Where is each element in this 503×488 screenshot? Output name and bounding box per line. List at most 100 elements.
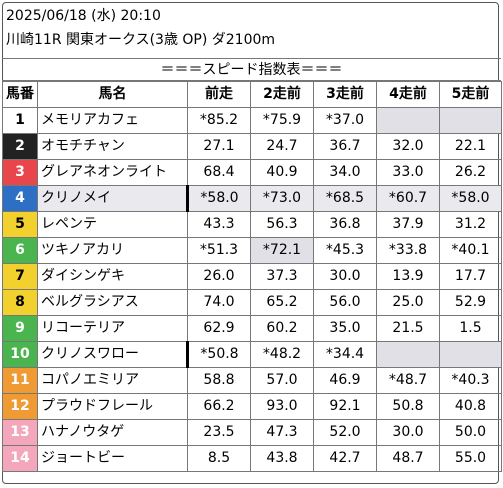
horse-name: リコーテリア [37,315,188,342]
table-row: 1 メモリアカフェ *85.2 *75.9 *37.0 [2,107,502,134]
speed-index-value: *48.7 [376,367,440,394]
speed-index-value: *48.2 [250,341,314,368]
horse-number: 3 [2,159,38,186]
speed-index-value: 93.0 [250,393,314,420]
speed-index-value: 50.8 [376,393,440,420]
col-header-3-ago: 3走前 [313,81,377,108]
header-row: 馬番 馬名 前走 2走前 3走前 4走前 5走前 [2,81,502,108]
speed-index-value: *60.7 [376,185,440,212]
horse-name: ベルグラシアス [37,289,188,316]
horse-number: 2 [2,133,38,160]
col-header-number: 馬番 [2,81,38,108]
horse-number: 8 [2,289,38,316]
speed-index-value: 26.2 [439,159,502,186]
speed-index-value: 34.0 [313,159,377,186]
horse-name: クリノスワロー [37,341,188,368]
speed-index-value: 21.5 [376,315,440,342]
col-header-last: 前走 [187,81,251,108]
speed-index-value: 17.7 [439,263,502,290]
speed-index-value: *34.4 [313,341,377,368]
horse-number: 12 [2,393,38,420]
horse-number: 9 [2,315,38,342]
speed-index-value: *58.0 [439,185,502,212]
speed-index-value: 74.0 [187,289,251,316]
race-title: 川崎11R 関東オークス(3歳 OP) ダ2100m [6,32,276,48]
speed-index-value: 40.9 [250,159,314,186]
speed-index-value: 23.5 [187,419,251,446]
horse-number: 4 [2,185,38,212]
speed-index-value: 52.0 [313,419,377,446]
horse-number: 13 [2,419,38,446]
speed-index-value [376,341,440,368]
speed-index-value: 27.1 [187,133,251,160]
speed-index-value [439,107,502,134]
horse-number: 14 [2,445,38,472]
speed-index-value: *37.0 [313,107,377,134]
horse-name: ジョートビー [37,445,188,472]
speed-index-value: 24.7 [250,133,314,160]
speed-index-value: 66.2 [187,393,251,420]
speed-index-value: 68.4 [187,159,251,186]
speed-index-value: 55.0 [439,445,502,472]
speed-index-value: *73.0 [250,185,314,212]
col-header-4-ago: 4走前 [376,81,440,108]
speed-index-value: 31.2 [439,211,502,238]
speed-index-value: 56.3 [250,211,314,238]
speed-index-value: 50.0 [439,419,502,446]
horse-number: 10 [2,341,38,368]
speed-index-value: 35.0 [313,315,377,342]
speed-index-value: 37.3 [250,263,314,290]
speed-index-value: 60.2 [250,315,314,342]
horse-name: オモチチャン [37,133,188,160]
horse-name: クリノメイ [37,185,188,212]
speed-index-value: 13.9 [376,263,440,290]
table-row: 7 ダイシンゲキ 26.0 37.3 30.0 13.9 17.7 [2,263,502,290]
speed-index-value: *58.0 [186,185,251,212]
speed-index-value: *33.8 [376,237,440,264]
speed-index-value: *75.9 [250,107,314,134]
speed-index-value: 30.0 [313,263,377,290]
speed-index-value: 36.8 [313,211,377,238]
col-header-5-ago: 5走前 [439,81,502,108]
speed-index-value: 30.0 [376,419,440,446]
speed-index-value: *50.8 [186,341,251,368]
speed-index-value: 26.0 [187,263,251,290]
horse-name: グレアネオンライト [37,159,188,186]
col-header-2-ago: 2走前 [250,81,314,108]
speed-index-value: 32.0 [376,133,440,160]
speed-index-value: 40.8 [439,393,502,420]
speed-index-value: 22.1 [439,133,502,160]
table-row: 13 ハナノウタゲ 23.5 47.3 52.0 30.0 50.0 [2,419,502,446]
speed-index-value: *51.3 [187,237,251,264]
speed-index-value: 57.0 [250,367,314,394]
speed-index-table: 馬番 馬名 前走 2走前 3走前 4走前 5走前 1 メモリアカフェ *85.2 *7… [2,81,502,472]
table-row: 6 ツキノアカリ *51.3 *72.1 *45.3 *33.8 *40.1 [2,237,502,264]
speed-index-value: *45.3 [313,237,377,264]
table-row: 8 ベルグラシアス 74.0 65.2 56.0 25.0 52.9 [2,289,502,316]
horse-name: ツキノアカリ [37,237,188,264]
speed-index-value: 65.2 [250,289,314,316]
table-row: 4 クリノメイ *58.0 *73.0 *68.5 *60.7 *58.0 [2,185,502,212]
speed-index-value: 46.9 [313,367,377,394]
horse-name: コパノエミリア [37,367,188,394]
speed-index-value: *85.2 [187,107,251,134]
horse-number: 7 [2,263,38,290]
speed-index-value: 8.5 [187,445,251,472]
horse-number: 5 [2,211,38,238]
speed-index-value: 37.9 [376,211,440,238]
table-row: 12 プラウドフレール 66.2 93.0 92.1 50.8 40.8 [2,393,502,420]
speed-index-value: 42.7 [313,445,377,472]
speed-index-value: *40.3 [439,367,502,394]
horse-name: ハナノウタゲ [37,419,188,446]
speed-index-title: ＝＝＝スピード指数表＝＝＝ [2,58,501,81]
speed-index-value: *72.1 [250,237,314,264]
speed-index-value: 62.9 [187,315,251,342]
speed-index-value: 1.5 [439,315,502,342]
table-row: 3 グレアネオンライト 68.4 40.9 34.0 33.0 26.2 [2,159,502,186]
speed-index-value [439,341,502,368]
horse-number: 6 [2,237,38,264]
table-row: 5 レペンテ 43.3 56.3 36.8 37.9 31.2 [2,211,502,238]
table-row: 9 リコーテリア 62.9 60.2 35.0 21.5 1.5 [2,315,502,342]
speed-index-value: 92.1 [313,393,377,420]
speed-index-value: 43.8 [250,445,314,472]
